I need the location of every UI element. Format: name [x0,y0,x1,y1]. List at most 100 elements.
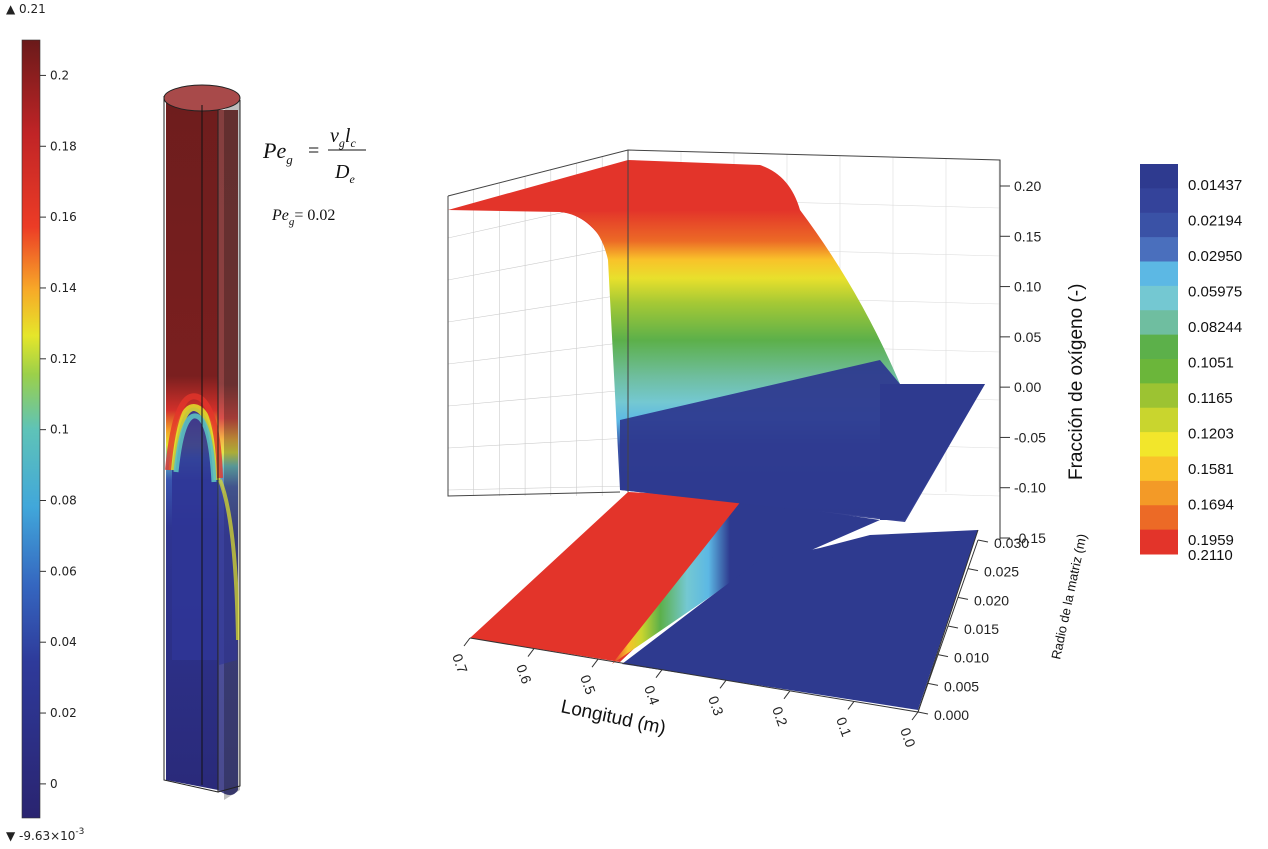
column-side-plume-edge [218,479,240,641]
colorbar-ticks: 0.2 0.18 0.16 0.14 0.12 0.1 0.08 0.06 0.04 0.02 0 [40,68,77,791]
y-tick-mark [957,596,969,600]
grid-line [447,485,629,491]
z-tick-label: -0.10 [1014,480,1046,496]
colorbar-min-label: ▼ -9.63×10-3 [6,827,84,843]
triangle-up-icon: ▲ [6,2,19,16]
y-axis-title: Radio de la matriz (m) [1048,532,1089,660]
legend-swatch [1140,505,1178,531]
surface-floor-plate [880,384,985,520]
grid-line [447,293,629,323]
column-plume-edge-cyan [173,413,217,483]
legend-swatch [1140,456,1178,482]
floor-contour [469,492,979,713]
column-side-plume [219,480,237,665]
z-tick-label: 0.20 [1014,178,1041,194]
legend-label: 0.01437 [1188,177,1242,194]
legend-swatch [1140,359,1178,384]
colorbar-tick-label: 0.2 [50,68,69,82]
reactor-column [163,84,241,800]
y-tick-mark [917,711,929,715]
peclet-equation: Peg = vglc De Peg= 0.02 [262,125,366,228]
legend-swatch [1140,383,1178,409]
legend-label: 0.05975 [1188,284,1242,301]
grid-line [447,437,629,449]
eq-numerator: vglc [330,125,356,150]
x-tick-label: 0.2 [769,704,791,728]
z-tick-label: 0.00 [1014,379,1041,395]
contour-legend: 0.01437 0.02194 0.02950 0.05975 0.08244 0.105… [1140,164,1242,564]
legend-swatch [1140,310,1178,336]
column-plume [172,407,217,660]
colorbar-tick-label: 0.06 [50,564,77,578]
y-tick-label: 0.005 [944,678,979,694]
legend-swatch [1140,237,1178,262]
y-tick-label: 0.020 [974,592,1009,608]
colorbar-gradient [21,39,41,819]
colorbar-tick-label: 0.1 [50,423,69,437]
x-tick-label: 0.6 [513,662,535,686]
y-tick-mark [937,654,949,658]
surface-mesh [448,160,985,522]
grid-line [447,341,629,365]
x-tick-mark [783,690,791,700]
legend-label: 0.1203 [1188,426,1234,443]
legend-label: 0.1165 [1188,390,1233,407]
floor-band-region [612,500,880,664]
z-axis-ticks: 0.20 0.15 0.10 0.05 0.00 -0.05 -0.10 -0.15 [999,160,1046,546]
x-tick-label: 0.1 [833,715,855,739]
column-right-dark [224,100,240,800]
y-tick-label: 0.000 [934,707,969,723]
z-tick-label: -0.05 [1014,429,1046,445]
grid-line [447,245,629,281]
legend-label: 0.1694 [1188,497,1234,514]
y-tick-label: 0.025 [984,564,1019,580]
y-tick-mark [967,568,979,572]
column-plume-edge-outer [165,393,223,479]
y-tick-mark [947,625,959,629]
y-tick-label: 0.015 [964,621,999,637]
colorbar-tick-label: 0.14 [50,281,77,295]
legend-label: 0.02194 [1188,213,1242,230]
z-axis-title: Fracción de oxígeno (-) [1066,284,1087,480]
legend-label: 0.1051 [1188,355,1234,372]
x-tick-mark [655,669,663,679]
colorbar-tick-label: 0.02 [50,706,77,720]
legend-swatch [1140,334,1178,360]
x-tick-mark [463,637,471,647]
x-tick-mark [527,648,535,657]
eq-value: Peg= 0.02 [271,207,335,228]
floor-red-region [470,492,790,662]
y-tick-label: 0.010 [954,650,989,666]
legend-swatch [1140,261,1178,287]
x-tick-mark [591,658,599,668]
z-tick-label: 0.15 [1014,228,1041,244]
x-tick-label: 0.3 [705,694,727,718]
legend-swatch [1140,188,1178,214]
eq-equals: = [308,140,319,162]
legend-swatch [1140,480,1178,506]
x-tick-label: 0.5 [577,673,599,697]
triangle-down-icon: ▼ [6,829,19,843]
colorbar-tick-label: 0 [50,777,58,791]
x-tick-label: 0.0 [897,726,919,750]
legend-label: 0.1581 [1188,461,1234,478]
colorbar-tick-label: 0.04 [50,635,77,649]
floor-blue-region [622,530,978,710]
y-tick-mark [977,539,989,543]
colorbar-tick-label: 0.12 [50,352,77,366]
legend-swatch [1140,285,1178,311]
column-outline [163,96,241,793]
y-axis-ticks: 0.030 0.025 0.020 0.015 0.010 0.005 0.000 [917,535,1029,723]
x-tick-mark [847,701,855,710]
z-tick-label: 0.05 [1014,329,1041,345]
colorbar-tick-label: 0.18 [50,139,77,153]
grid-line [447,389,629,407]
legend-label: 0.02950 [1188,248,1242,265]
legend-swatch [1140,212,1178,238]
colorbar-tick-label: 0.08 [50,494,77,508]
eq-denominator: De [334,161,355,186]
legend-swatch [1140,432,1178,457]
z-tick-label: 0.10 [1014,279,1041,295]
legend-swatch [1140,164,1178,189]
x-tick-label: 0.4 [641,683,663,707]
